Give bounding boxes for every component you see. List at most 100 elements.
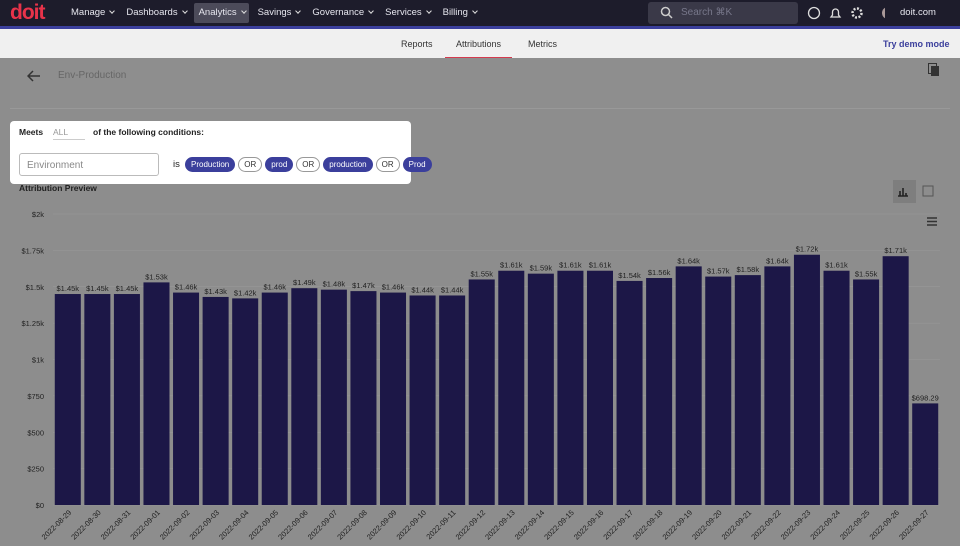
x-tick-label: 2022-09-23 [779,508,812,541]
x-tick-label: 2022-09-20 [690,508,723,541]
y-tick-label: $500 [27,428,44,437]
chips: Production OR prod OR production OR Prod [185,157,432,172]
bar [823,270,850,505]
x-tick-label: 2022-09-22 [749,508,782,541]
value-label: $1.58k [737,265,760,274]
value-label: $698.29 [912,393,939,402]
bar [173,292,200,505]
bar [468,279,495,505]
bar [705,276,732,505]
bar [202,296,229,505]
value-label: $1.71k [884,246,907,255]
y-tick-label: $1.25k [21,319,44,328]
x-tick-label: 2022-09-02 [158,508,191,541]
search-box[interactable]: Search ⌘K [648,2,798,24]
menu-item[interactable]: Manage [66,3,117,23]
x-tick-label: 2022-09-01 [128,508,161,541]
bar [557,270,584,505]
demo-link[interactable]: Try demo mode [883,39,950,49]
meets-label: Meets [19,127,44,137]
bar [291,288,318,505]
bar [912,403,939,505]
menu-item[interactable]: Governance [307,3,376,23]
value-label: $1.46k [263,283,286,292]
bar [882,256,909,505]
menu-item[interactable]: Analytics [193,3,249,23]
chip-or: OR [375,157,400,172]
bar [793,254,820,505]
chip[interactable]: prod [265,157,294,172]
menu-item[interactable]: Savings [253,3,304,23]
value-label: $1.43k [204,287,227,296]
logo[interactable]: doit [10,1,45,24]
chart-menu-icon[interactable] [927,217,937,226]
value-label: $1.61k [559,261,582,270]
chip[interactable]: production [323,157,373,172]
table-icon[interactable] [922,185,934,197]
y-tick-label: $2k [32,210,44,219]
x-tick-label: 2022-09-21 [720,508,753,541]
settings-icon[interactable] [851,7,863,19]
x-tick-label: 2022-09-03 [188,508,221,541]
chip[interactable]: Prod [402,157,432,172]
menu-item[interactable]: Dashboards [121,3,189,23]
x-tick-label: 2022-09-25 [838,508,871,541]
x-tick-label: 2022-09-17 [601,508,634,541]
help-icon[interactable] [807,6,821,20]
account[interactable]: doit.com [900,7,936,18]
avatar[interactable] [882,7,885,19]
menu-item[interactable]: Services [380,3,433,23]
value-label: $1.61k [589,261,612,270]
y-tick-label: $1.75k [21,246,44,255]
x-tick-label: 2022-09-04 [217,508,250,541]
y-tick-label: $250 [27,465,44,474]
bar [261,292,288,505]
value-label: $1.48k [323,280,346,289]
field-input[interactable]: Environment [19,153,159,176]
value-label: $1.45k [116,284,139,293]
value-label: $1.46k [175,283,198,292]
mode-select[interactable]: ALL [53,127,85,140]
value-label: $1.59k [530,264,553,273]
bar [84,294,111,505]
bar [54,294,81,505]
value-label: $1.61k [825,261,848,270]
x-tick-label: 2022-09-08 [335,508,368,541]
x-tick-label: 2022-09-10 [394,508,427,541]
bell-icon[interactable] [829,8,842,18]
bar [646,278,673,505]
tab[interactable]: Reports [401,39,433,49]
value-label: $1.54k [618,271,641,280]
value-label: $1.61k [500,261,523,270]
x-tick-label: 2022-08-30 [69,508,102,541]
tab[interactable]: Metrics [528,39,557,49]
search-placeholder: Search ⌘K [681,7,733,18]
value-label: $1.55k [855,269,878,278]
preview-title: Attribution Preview [19,183,97,193]
bar [320,289,347,505]
value-label: $1.42k [234,288,257,297]
operator: is [173,159,180,170]
back-arrow[interactable] [27,70,41,82]
bar [232,298,259,505]
y-tick-label: $1.5k [26,283,45,292]
attribution-name[interactable]: Env-Production [58,70,127,81]
value-label: $1.45k [86,284,109,293]
bar [350,291,377,505]
bar [586,270,613,505]
top-nav: doit Manage Dashboards Analytics Savings… [0,0,960,29]
x-tick-label: 2022-09-11 [424,508,457,541]
value-label: $1.72k [796,245,819,254]
x-tick-label: 2022-09-13 [483,508,516,541]
x-tick-label: 2022-09-19 [661,508,694,541]
x-tick-label: 2022-09-26 [868,508,901,541]
bar [380,292,407,505]
copy-icon[interactable] [928,63,940,77]
menu-item[interactable]: Billing [438,3,480,23]
chart-view-button[interactable] [893,180,916,203]
x-tick-label: 2022-09-05 [247,508,280,541]
nav-icons [807,6,885,20]
chip[interactable]: Production [185,157,236,172]
bar-chart-icon [898,188,908,197]
